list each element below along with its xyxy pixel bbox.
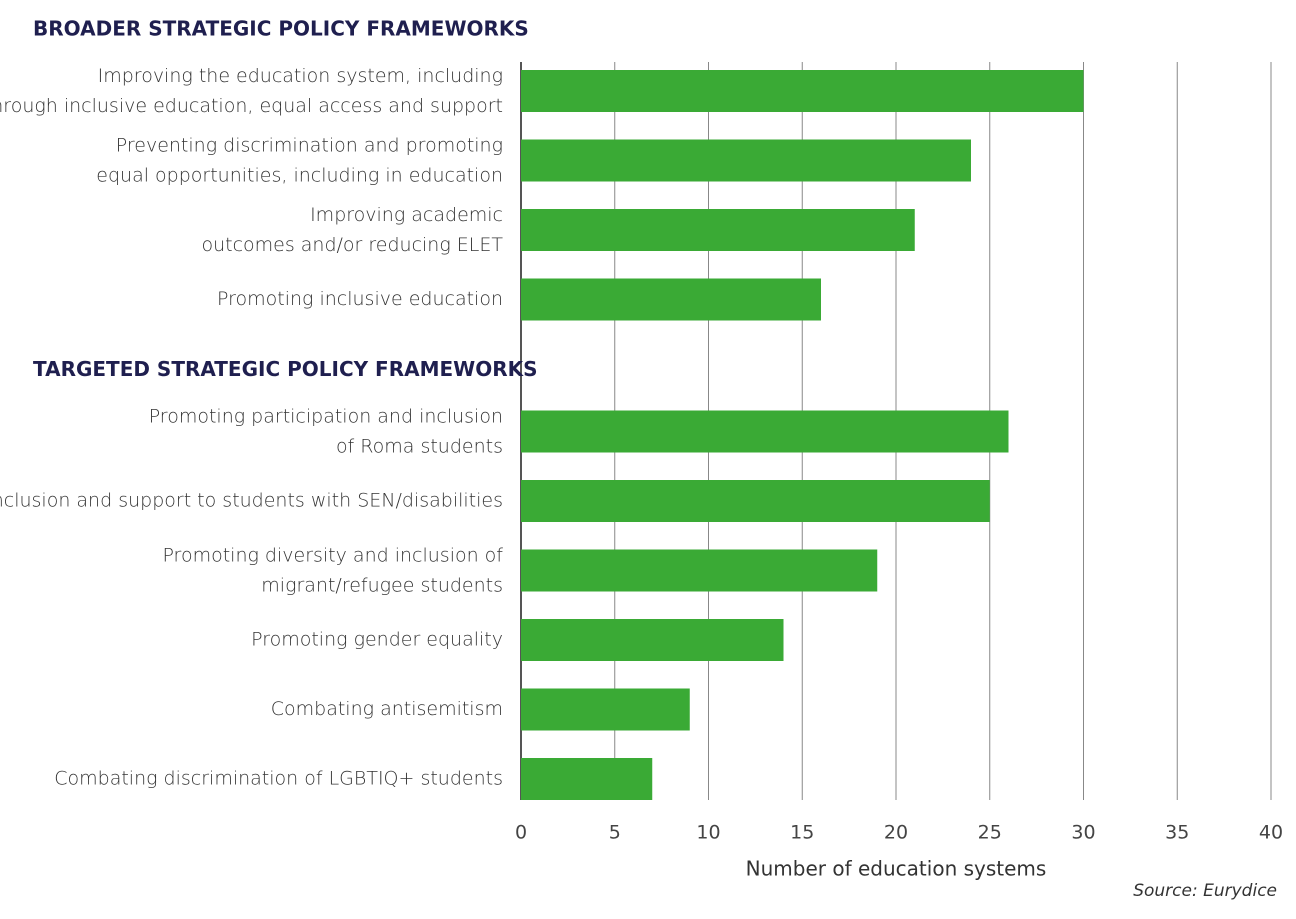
bar [521, 549, 878, 592]
category-label: Inclusion and support to students with S… [0, 490, 503, 512]
x-tick-label: 0 [515, 822, 527, 844]
bar [521, 139, 971, 182]
x-tick-label: 25 [978, 822, 1002, 844]
x-tick-label: 20 [884, 822, 908, 844]
bar [521, 278, 821, 321]
category-label: Improving academic outcomes and/or reduci… [201, 204, 503, 256]
x-tick-label: 40 [1259, 822, 1283, 844]
x-tick-label: 5 [609, 822, 621, 844]
category-label: Preventing discrimination and promoting e… [96, 134, 503, 186]
bar [521, 410, 1009, 453]
group-header: TARGETED STRATEGIC POLICY FRAMEWORKS [33, 357, 538, 381]
category-label: Promoting inclusive education [217, 288, 503, 310]
bar [521, 209, 915, 251]
x-tick-label: 30 [1071, 822, 1095, 844]
x-tick-label: 15 [790, 822, 814, 844]
category-label: Combating antisemitism [271, 698, 503, 720]
bar [521, 619, 784, 661]
bar [521, 758, 653, 800]
x-axis-label: Number of education systems [746, 857, 1047, 881]
category-label: Combating discrimination of LGBTIQ+ stud… [54, 768, 503, 790]
x-tick-label: 10 [696, 822, 720, 844]
category-label: Promoting diversity and inclusion of migr… [162, 544, 503, 596]
category-label: Promoting gender equality [251, 629, 503, 651]
bar [521, 480, 990, 522]
x-tick-label: 35 [1165, 822, 1189, 844]
bar [521, 688, 690, 731]
bar [521, 70, 1084, 112]
category-label: Improving the education system, includin… [0, 65, 503, 117]
group-header: BROADER STRATEGIC POLICY FRAMEWORKS [33, 17, 529, 41]
category-label: Promoting participation and inclusion of … [149, 405, 503, 457]
source: Source: Eurydice [1133, 881, 1277, 901]
